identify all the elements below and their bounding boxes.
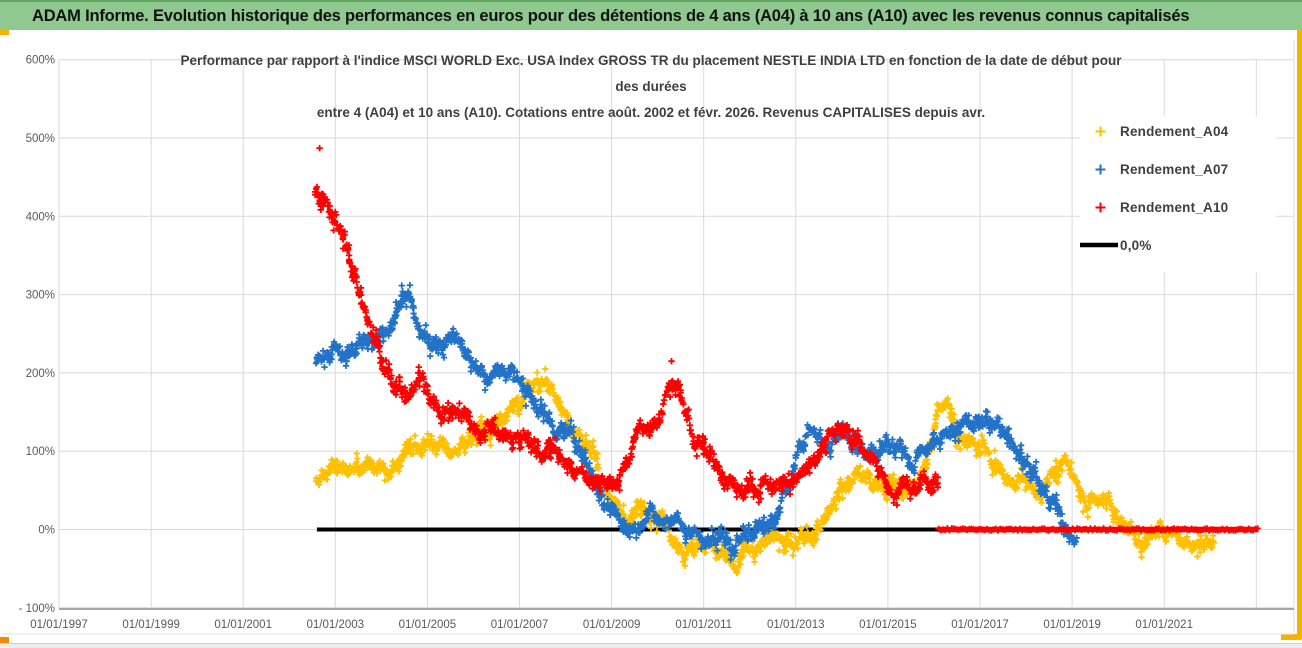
y-tick-label: 300%	[26, 290, 55, 302]
sheet-bottom-strip	[0, 643, 1302, 648]
x-tick-label: 01/01/1999	[122, 619, 180, 631]
x-tick-label: 01/01/2021	[1135, 619, 1193, 631]
x-tick-label: 01/01/2007	[491, 619, 549, 631]
sheet-title-bar: ADAM Informe. Evolution historique des p…	[0, 0, 1302, 30]
chart-legend: Rendement_A04 Rendement_A07 Rendement_A10 0…	[1080, 116, 1276, 272]
legend-plus-marker-icon	[1080, 200, 1120, 215]
legend-plus-marker-icon	[1080, 124, 1120, 139]
legend-item-rendement-a10[interactable]: Rendement_A10	[1080, 194, 1276, 220]
x-tick-label: 01/01/2011	[675, 619, 732, 631]
sheet-title: ADAM Informe. Evolution historique des p…	[32, 6, 1190, 25]
x-tick-label: 01/01/2003	[307, 619, 365, 631]
y-tick-label: 0%	[38, 525, 55, 537]
series-Rendement_A07	[312, 282, 1080, 563]
selection-border-bottom-right	[1281, 634, 1302, 640]
selection-border-bottom-left	[0, 637, 9, 647]
legend-item-label: Rendement_A07	[1120, 161, 1229, 177]
series-Rendement_A04	[312, 365, 1218, 577]
zero-line-red-markers	[935, 525, 1261, 534]
y-tick-label: 200%	[26, 368, 55, 380]
x-tick-label: 01/01/2015	[859, 619, 917, 631]
y-tick-label: 400%	[26, 211, 55, 223]
x-tick-label: 01/01/2005	[399, 619, 457, 631]
y-tick-label: - 100%	[19, 603, 55, 615]
x-tick-label: 01/01/2013	[767, 619, 825, 631]
x-tick-label: 01/01/2017	[951, 619, 1009, 631]
legend-item-0-0-[interactable]: 0,0%	[1080, 232, 1276, 258]
legend-line-swatch	[1080, 239, 1120, 251]
x-tick-label: 01/01/2019	[1043, 619, 1101, 631]
legend-plus-marker-icon	[1080, 162, 1120, 177]
x-tick-label: 01/01/1997	[30, 619, 88, 631]
legend-item-label: Rendement_A10	[1120, 199, 1229, 215]
legend-item-label: 0,0%	[1120, 237, 1152, 253]
x-tick-label: 01/01/2001	[214, 619, 272, 631]
legend-item-rendement-a04[interactable]: Rendement_A04	[1080, 118, 1276, 144]
selection-border-top-left	[0, 30, 9, 35]
series-Rendement_A10	[311, 145, 941, 509]
y-tick-label: 100%	[26, 446, 55, 458]
y-tick-label: 500%	[26, 133, 55, 145]
x-tick-label: 01/01/2009	[583, 619, 641, 631]
legend-item-rendement-a07[interactable]: Rendement_A07	[1080, 156, 1276, 182]
legend-item-label: Rendement_A04	[1120, 123, 1229, 139]
y-tick-label: 600%	[26, 55, 55, 67]
selection-border-right	[1297, 28, 1302, 640]
